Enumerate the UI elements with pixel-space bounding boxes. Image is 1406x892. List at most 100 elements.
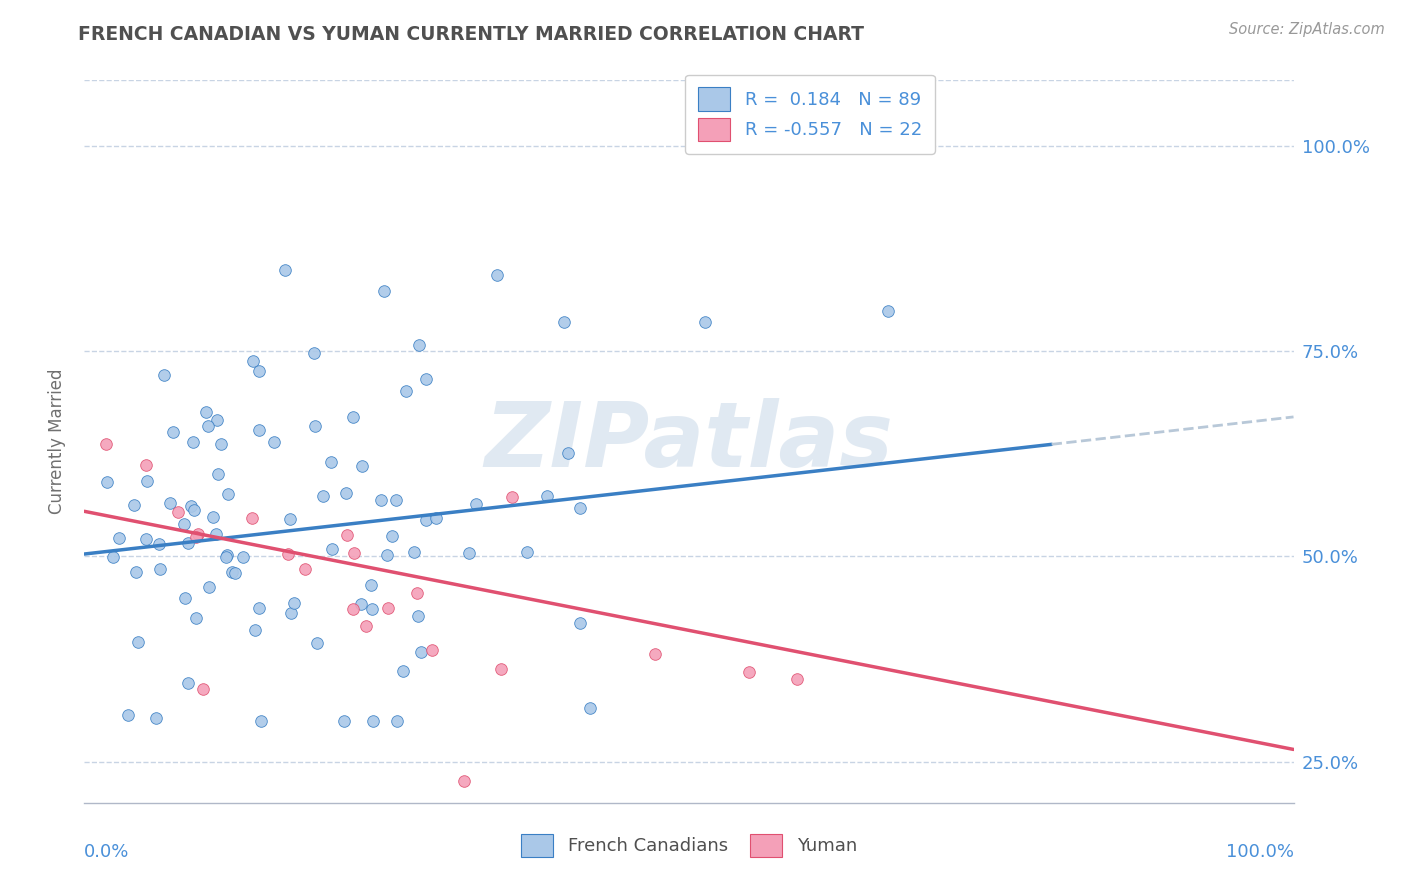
Point	[375, 548, 398, 562]
Point	[177, 535, 200, 549]
Point	[786, 672, 808, 686]
Point	[96, 475, 118, 490]
Point	[579, 700, 602, 714]
Point	[135, 533, 157, 547]
Point	[405, 586, 427, 600]
Point	[195, 405, 218, 419]
Point	[553, 315, 575, 329]
Point	[343, 546, 366, 560]
Point	[242, 353, 264, 368]
Point	[321, 541, 343, 556]
Point	[247, 364, 270, 378]
Point	[395, 384, 418, 399]
Point	[205, 413, 228, 427]
Point	[516, 545, 538, 559]
Point	[304, 418, 326, 433]
Point	[486, 268, 509, 282]
Text: 100.0%: 100.0%	[1226, 843, 1294, 861]
Point	[342, 409, 364, 424]
Point	[373, 284, 395, 298]
Point	[370, 492, 392, 507]
Point	[274, 262, 297, 277]
Point	[332, 714, 354, 728]
Point	[569, 615, 592, 630]
Point	[425, 511, 447, 525]
Point	[103, 549, 125, 564]
Point	[217, 487, 239, 501]
Point	[312, 489, 335, 503]
Point	[354, 619, 377, 633]
Point	[489, 662, 512, 676]
Point	[404, 545, 426, 559]
Point	[342, 601, 364, 615]
Point	[283, 596, 305, 610]
Point	[215, 550, 238, 565]
Point	[247, 423, 270, 437]
Point	[644, 647, 666, 661]
Text: FRENCH CANADIAN VS YUMAN CURRENTLY MARRIED CORRELATION CHART: FRENCH CANADIAN VS YUMAN CURRENTLY MARRI…	[79, 25, 865, 44]
Point	[125, 565, 148, 579]
Point	[536, 489, 558, 503]
Point	[302, 346, 325, 360]
Point	[174, 591, 197, 605]
Y-axis label: Currently Married: Currently Married	[48, 368, 66, 515]
Point	[221, 565, 243, 579]
Point	[408, 609, 430, 624]
Point	[361, 602, 384, 616]
Point	[363, 714, 385, 728]
Point	[183, 503, 205, 517]
Point	[415, 513, 437, 527]
Legend: French Canadians, Yuman: French Canadians, Yuman	[512, 825, 866, 866]
Point	[377, 601, 399, 615]
Point	[280, 606, 302, 620]
Point	[184, 611, 207, 625]
Point	[278, 512, 301, 526]
Point	[385, 492, 408, 507]
Point	[149, 562, 172, 576]
Point	[360, 577, 382, 591]
Point	[411, 645, 433, 659]
Point	[209, 437, 232, 451]
Point	[232, 550, 254, 565]
Point	[145, 711, 167, 725]
Point	[173, 517, 195, 532]
Point	[250, 714, 273, 728]
Point	[737, 665, 759, 679]
Point	[381, 529, 404, 543]
Point	[569, 501, 592, 516]
Point	[177, 675, 200, 690]
Point	[263, 435, 285, 450]
Point	[122, 498, 145, 512]
Point	[335, 486, 357, 500]
Point	[420, 643, 443, 657]
Point	[415, 372, 437, 386]
Point	[191, 681, 214, 696]
Point	[180, 499, 202, 513]
Point	[321, 454, 343, 468]
Point	[224, 566, 246, 580]
Point	[453, 773, 475, 788]
Point	[277, 547, 299, 561]
Point	[217, 548, 239, 562]
Point	[135, 458, 157, 472]
Point	[408, 337, 430, 351]
Point	[148, 537, 170, 551]
Point	[127, 635, 149, 649]
Point	[294, 562, 316, 576]
Point	[207, 467, 229, 481]
Point	[352, 459, 374, 474]
Point	[693, 315, 716, 329]
Point	[183, 435, 205, 450]
Text: Source: ZipAtlas.com: Source: ZipAtlas.com	[1229, 22, 1385, 37]
Point	[457, 546, 479, 560]
Point	[557, 446, 579, 460]
Point	[108, 532, 131, 546]
Point	[247, 600, 270, 615]
Point	[153, 368, 176, 383]
Point	[187, 527, 209, 541]
Point	[184, 530, 207, 544]
Point	[117, 707, 139, 722]
Point	[240, 511, 263, 525]
Point	[202, 509, 225, 524]
Point	[465, 498, 488, 512]
